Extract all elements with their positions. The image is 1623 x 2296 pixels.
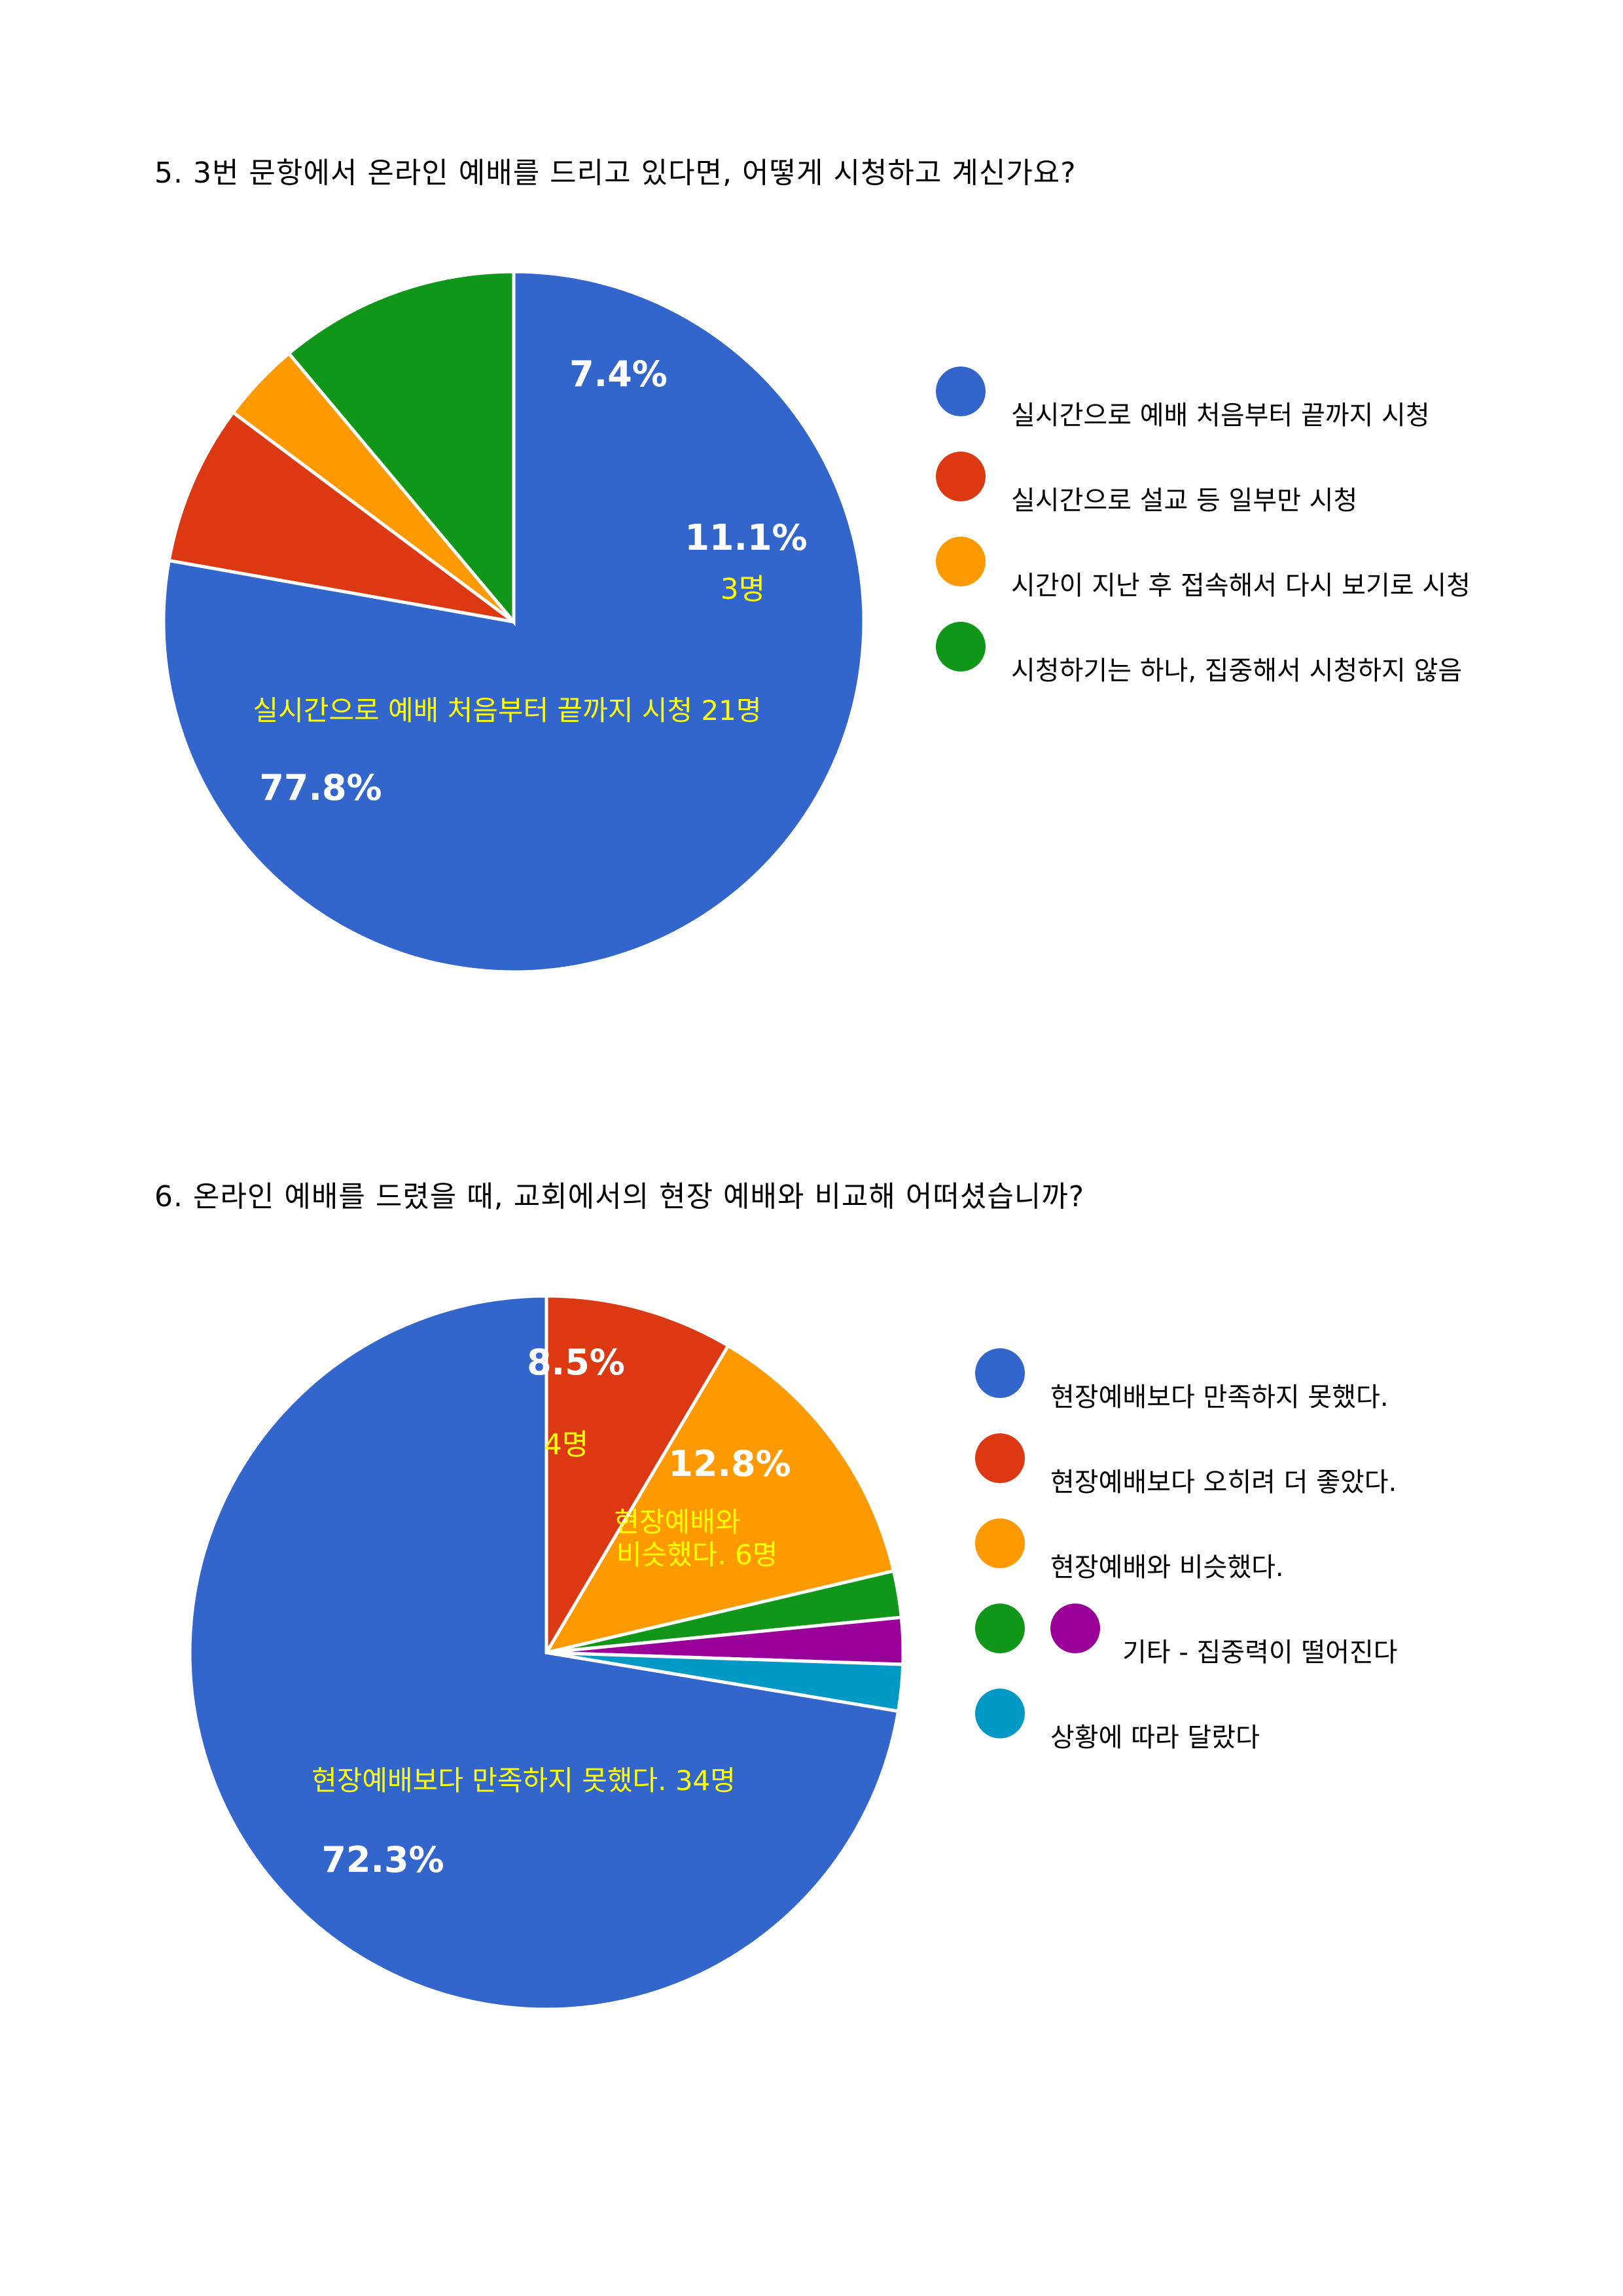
q5-slice-0 [162,270,866,974]
legend-label: 현장예배와 비슷했다. [1050,1552,1284,1583]
question-5-title: 5. 3번 문항에서 온라인 예배를 드리고 있다면, 어떻게 시청하고 계신가… [154,156,1077,190]
q6-slice-1 [543,1343,896,1655]
q5-main-caption-label: 실시간으로 예배 처음부터 끝까지 시청 21명 [253,694,761,726]
legend-color-dot [936,367,986,416]
q5-green-percent-label: 11.1% [685,517,807,558]
legend-label: 시청하기는 하나, 집중해서 시청하지 않음 [1011,656,1463,686]
legend-label: 상황에 따라 달랐다 [1050,1723,1260,1753]
legend-color-dot [936,622,986,672]
legend-color-dot [975,1604,1025,1653]
q6-slice-0 [544,1294,731,1659]
legend-color-dot [1050,1604,1100,1653]
legend-color-dot [975,1433,1025,1483]
legend-label: 현장예배보다 만족하지 못했다. [1050,1382,1389,1412]
q6-red-percent-label: 8.5% [527,1342,625,1383]
legend-color-dot [936,452,986,501]
q6-red-count-label: 4명 [544,1428,588,1462]
q6-slice-5 [188,1294,901,2011]
legend-color-dot [936,537,986,586]
legend-label: 기타 - 집중력이 떨어진다 [1122,1638,1398,1668]
question-6-title: 6. 온라인 예배를 드렸을 때, 교회에서의 현장 예배와 비교해 어떠셨습니… [154,1180,1085,1213]
q6-orange-caption-line1: 현장예배와 [614,1506,740,1538]
legend-color-dot [975,1348,1025,1398]
q6-main-caption-label: 현장예배보다 만족하지 못했다. 34명 [312,1765,736,1797]
legend-label: 실시간으로 예배 처음부터 끝까지 시청 [1011,401,1430,431]
q6-orange-caption-line2: 비슷했다. 6명 [616,1539,778,1571]
q5-green-count-label: 3명 [721,573,765,606]
q6-main-percent-label: 72.3% [321,1839,444,1880]
legend-color-dot [975,1518,1025,1568]
q5-slice-3 [286,270,516,626]
legend-label: 시간이 지난 후 접속해서 다시 보기로 시청 [1011,571,1471,601]
q5-slice-1 [167,410,515,624]
legend-label: 현장예배보다 오히려 더 좋았다. [1050,1467,1397,1498]
q5-main-percent-label: 77.8% [259,767,382,808]
legend-color-dot [975,1689,1025,1738]
legend-label: 실시간으로 설교 등 일부만 시청 [1011,486,1358,516]
q6-orange-percent-label: 12.8% [668,1443,791,1484]
q5-red-percent-label: 7.4% [569,353,668,395]
